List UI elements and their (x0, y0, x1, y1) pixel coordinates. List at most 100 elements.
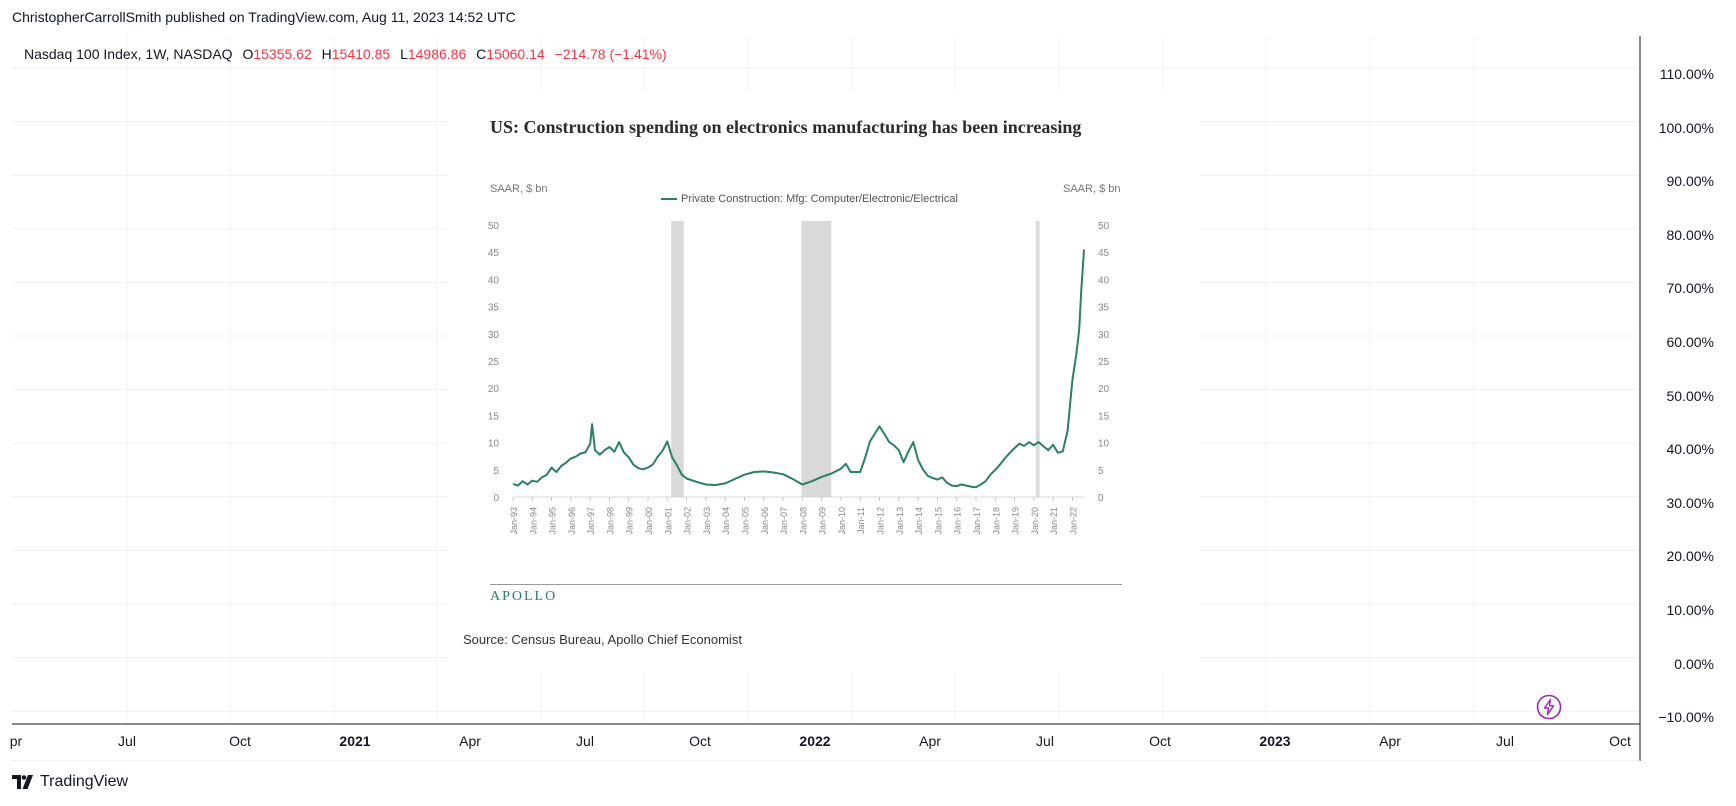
x-tick-label: Jan-09 (818, 507, 828, 535)
series-legend-label: Private Construction: Mfg: Computer/Elec… (681, 193, 958, 205)
recession-band (801, 221, 832, 497)
time-axis-label: Apr (459, 733, 481, 749)
price-axis-label: 0.00% (1674, 655, 1714, 672)
tradingview-logo-icon (12, 775, 33, 789)
time-axis-label: Jul (1036, 733, 1054, 749)
open-label: O (242, 46, 254, 62)
x-tick-label: Jan-95 (548, 507, 558, 535)
x-tick-label: Jan-05 (740, 507, 750, 535)
price-axis-label: 50.00% (1666, 387, 1714, 404)
x-tick-label: Jan-15 (933, 507, 943, 535)
time-axis-label: Oct (1149, 733, 1171, 749)
right-axis-unit: SAAR, $ bn (1063, 183, 1121, 195)
change-value: −214.78 (−1.41%) (554, 46, 667, 62)
right-y-tick-label: 5 (1098, 466, 1104, 477)
x-tick-label: Jan-19 (1011, 507, 1021, 535)
close-value: 15060.14 (486, 46, 545, 62)
time-axis-label-partial: pr (9, 733, 23, 749)
x-tick-label: Jan-12 (876, 507, 886, 535)
flash-icon[interactable] (1536, 694, 1562, 720)
left-axis-unit: SAAR, $ bn (490, 183, 548, 195)
right-y-tick-label: 45 (1098, 248, 1110, 259)
left-y-tick-label: 5 (493, 466, 499, 477)
left-y-tick-label: 50 (488, 221, 500, 232)
right-y-tick-label: 40 (1098, 275, 1110, 286)
x-tick-label: Jan-14 (914, 507, 924, 535)
x-tick-label: Jan-97 (586, 507, 596, 535)
x-tick-label: Jan-04 (721, 507, 731, 535)
x-tick-label: Jan-01 (663, 507, 673, 535)
time-axis-label: 2022 (799, 733, 831, 749)
x-tick-label: Jan-99 (625, 507, 635, 535)
x-tick-label: Jan-16 (953, 507, 963, 535)
left-y-tick-label: 15 (488, 411, 500, 422)
source-note: Source: Census Bureau, Apollo Chief Econ… (463, 632, 742, 647)
time-axis-label: Apr (1379, 733, 1401, 749)
chart-title: US: Construction spending on electronics… (490, 117, 1082, 137)
left-y-tick-label: 40 (488, 275, 500, 286)
recession-band (1035, 221, 1040, 497)
close-label: C (476, 46, 487, 62)
left-y-tick-label: 35 (488, 303, 500, 314)
right-y-tick-label: 25 (1098, 357, 1110, 368)
left-y-tick-label: 20 (488, 384, 500, 395)
price-axis-label: 80.00% (1666, 226, 1714, 243)
tradingview-brand[interactable]: TradingView (12, 773, 128, 791)
time-axis-label: Oct (689, 733, 711, 749)
x-tick-label: Jan-98 (605, 507, 615, 535)
low-value: 14986.86 (407, 46, 467, 62)
inset-plot: 0 0 5 5 10 10 15 15 20 20 25 25 30 30 35 35 40 40 45 45 50 50… (488, 221, 1110, 535)
time-axis-label: Jul (576, 733, 594, 749)
recession-band (671, 221, 684, 497)
x-tick-label: Jan-03 (702, 507, 712, 535)
time-axis-label: Jul (1496, 733, 1514, 749)
symbol-legend: Nasdaq 100 Index, 1W, NASDAQ O15355.62 H… (24, 46, 667, 62)
time-axis-label: 2023 (1259, 733, 1291, 749)
price-axis-label: 40.00% (1666, 441, 1714, 458)
time-axis-label: Oct (229, 733, 251, 749)
x-tick-label: Jan-96 (567, 507, 577, 535)
x-tick-label: Jan-02 (683, 507, 693, 535)
x-tick-label: Jan-93 (509, 507, 519, 535)
time-axis-label: 2021 (339, 733, 371, 749)
right-y-tick-label: 35 (1098, 303, 1110, 314)
series-legend: Private Construction: Mfg: Computer/Elec… (661, 193, 958, 205)
price-axis-label: 100.00% (1658, 119, 1714, 136)
right-y-tick-label: 15 (1098, 411, 1110, 422)
right-y-tick-label: 50 (1098, 221, 1110, 232)
x-tick-label: Jan-06 (760, 507, 770, 535)
x-tick-label: Jan-11 (856, 507, 866, 534)
left-y-tick-label: 45 (488, 248, 500, 259)
series-legend-swatch (661, 198, 677, 200)
symbol-name[interactable]: Nasdaq 100 Index, 1W, NASDAQ (24, 46, 233, 62)
x-tick-label: Jan-00 (644, 507, 654, 535)
high-value: 15410.85 (331, 46, 391, 62)
x-tick-label: Jan-08 (798, 507, 808, 535)
low-label: L (400, 46, 408, 62)
left-y-tick-label: 30 (488, 330, 500, 341)
x-tick-label: Jan-21 (1049, 507, 1059, 535)
left-y-tick-label: 25 (488, 357, 500, 368)
x-tick-label: Jan-17 (972, 507, 982, 535)
x-tick-label: Jan-13 (895, 507, 905, 535)
price-axis-label: 20.00% (1666, 548, 1714, 565)
brand-name: TradingView (40, 773, 129, 790)
right-y-tick-label: 10 (1098, 439, 1110, 450)
right-y-tick-label: 30 (1098, 330, 1110, 341)
apollo-logo: APOLLO (490, 589, 558, 604)
time-axis-label: Apr (919, 733, 941, 749)
x-tick-label: Jan-22 (1068, 507, 1078, 535)
left-y-tick-label: 0 (493, 493, 499, 504)
time-axis-label: Jul (118, 733, 136, 749)
series-line (512, 249, 1085, 489)
high-label: H (321, 46, 332, 62)
price-axis-label: −10.00% (1658, 709, 1714, 726)
publisher-line: ChristopherCarrollSmith published on Tra… (12, 9, 516, 25)
x-tick-label: Jan-10 (837, 507, 847, 535)
price-axis-label: 90.00% (1666, 173, 1714, 190)
price-axis-label: 10.00% (1666, 602, 1714, 618)
x-tick-label: Jan-07 (779, 507, 789, 535)
right-y-tick-label: 0 (1098, 493, 1104, 504)
x-tick-label: Jan-94 (528, 507, 538, 535)
price-axis-label: 110.00% (1659, 66, 1714, 82)
